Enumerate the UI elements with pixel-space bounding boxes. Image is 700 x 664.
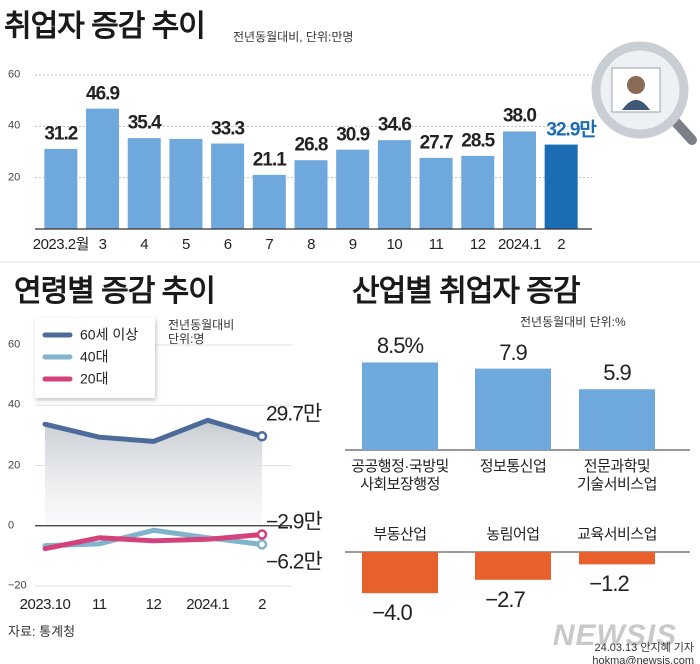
x-tick-label: 9 xyxy=(348,236,357,253)
x-tick-label: 8 xyxy=(307,236,315,253)
y-tick-label: −20 xyxy=(8,579,27,592)
value-label: 31.2 xyxy=(44,123,78,145)
value-label: −2.9만 xyxy=(266,510,323,534)
bar xyxy=(44,148,78,229)
value-label: 32.9만 xyxy=(546,119,596,141)
x-tick-label: 10 xyxy=(386,236,403,253)
x-tick-label: 2023.2월 xyxy=(32,236,90,253)
value-label: 5.9 xyxy=(603,360,632,386)
y-tick-label: 60 xyxy=(8,68,21,81)
bar xyxy=(419,157,453,229)
y-tick-label: 40 xyxy=(8,398,21,411)
chart-subtitle: 전년동월대비, 단위:만명 xyxy=(233,29,354,44)
bar xyxy=(252,174,286,229)
portrait-head xyxy=(627,76,645,94)
legend-label: 60세 이상 xyxy=(80,326,139,343)
chart-title: 취업자 증감 추이 xyxy=(4,10,206,43)
value-label: −2.7 xyxy=(485,586,525,612)
x-tick-label: 2 xyxy=(258,596,266,613)
x-tick-label: 2023.10 xyxy=(19,596,71,613)
bar xyxy=(579,552,655,565)
watermark: NEWSIS xyxy=(552,619,678,652)
y-tick-label: 20 xyxy=(8,458,21,471)
y-tick-label: 60 xyxy=(8,338,21,351)
value-label: 38.0 xyxy=(502,106,537,128)
bar xyxy=(377,140,411,229)
category-label: 정보통신업 xyxy=(479,458,547,475)
category-label: 공공행정·국방및 사회보장행정 xyxy=(351,458,449,493)
bar xyxy=(211,143,245,229)
value-label: 28.5 xyxy=(461,130,495,152)
x-tick-label: 2024.1 xyxy=(186,596,230,613)
portrait-body xyxy=(622,100,650,110)
bar xyxy=(475,552,551,580)
value-label: 46.9 xyxy=(86,83,120,105)
chart-title: 산업별 취업자 증감 xyxy=(352,275,580,308)
credit: 24.03.13 안지혜 기자 hokma@newsis.com xyxy=(592,641,695,664)
x-tick-label: 12 xyxy=(469,236,486,253)
legend-label: 20대 xyxy=(80,370,109,387)
bar xyxy=(336,149,370,229)
y-tick-label: 40 xyxy=(8,119,21,132)
legend-label: 40대 xyxy=(80,348,109,365)
magnifier-icon xyxy=(591,41,697,145)
x-tick-label: 12 xyxy=(145,596,162,613)
end-marker xyxy=(256,431,268,442)
category-label: 교육서비스업 xyxy=(577,526,657,543)
value-label: −6.2만 xyxy=(266,550,323,574)
bar xyxy=(461,155,495,229)
x-tick-label: 7 xyxy=(265,236,274,253)
series-line xyxy=(42,417,265,444)
bar xyxy=(169,138,203,229)
x-tick-label: 11 xyxy=(91,596,107,613)
bar xyxy=(502,131,536,229)
x-tick-label: 2024.1 xyxy=(498,236,541,253)
value-label: 35.4 xyxy=(127,112,162,134)
end-marker xyxy=(256,539,268,550)
value-label: 7.9 xyxy=(499,339,528,365)
x-tick-label: 4 xyxy=(140,236,149,253)
y-tick-label: 0 xyxy=(8,519,15,532)
value-label: 34.6 xyxy=(377,114,412,136)
value-label: −1.2 xyxy=(589,571,629,597)
x-tick-label: 5 xyxy=(182,236,190,253)
y-tick-label: 20 xyxy=(8,171,21,184)
category-label: 전문과학및 기술서비스업 xyxy=(577,458,657,493)
value-label: 30.9 xyxy=(336,124,370,146)
chart-note: 전년동월대비 단위:명 xyxy=(168,318,235,347)
value-label: 21.1 xyxy=(252,149,287,171)
bar xyxy=(579,389,655,450)
x-tick-label: 6 xyxy=(223,236,232,253)
bar xyxy=(294,160,328,229)
value-label: −4.0 xyxy=(372,599,412,625)
bar xyxy=(127,138,161,229)
x-tick-label: 2 xyxy=(557,236,566,253)
value-label: 26.8 xyxy=(294,134,329,156)
bar xyxy=(86,108,120,229)
bar xyxy=(475,368,551,450)
chart-title: 연령별 증감 추이 xyxy=(14,275,216,308)
end-marker xyxy=(256,529,268,540)
value-label: 8.5% xyxy=(376,333,424,359)
value-label: 29.7만 xyxy=(266,402,322,426)
series-line xyxy=(42,531,265,552)
bar xyxy=(362,362,438,450)
category-label: 부동산업 xyxy=(373,526,427,543)
value-label: 33.3 xyxy=(211,118,245,140)
chart-subtitle: 전년동월대비 단위:% xyxy=(520,314,626,329)
source: 자료: 통계청 xyxy=(8,624,76,640)
area-shade xyxy=(45,420,262,526)
bar xyxy=(362,552,438,594)
category-label: 농림어업 xyxy=(486,526,540,543)
x-tick-label: 3 xyxy=(98,236,107,253)
x-tick-label: 11 xyxy=(428,236,444,253)
value-label: 27.7 xyxy=(419,132,454,154)
bar xyxy=(544,144,578,229)
